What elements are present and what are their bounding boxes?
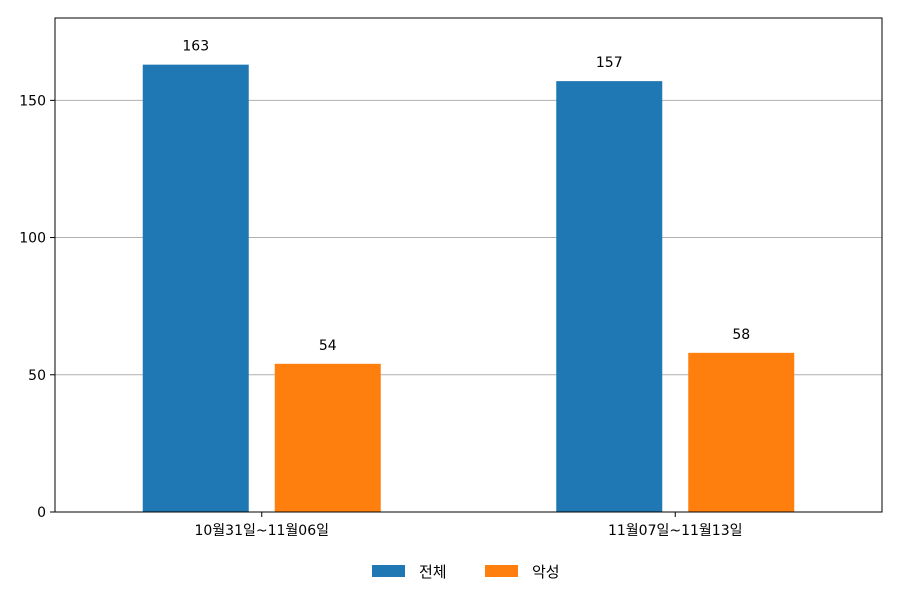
bar-malicious: [688, 352, 795, 512]
legend: 전체 악성: [372, 563, 560, 581]
data-label: 54: [319, 338, 337, 354]
y-tick-label: 150: [19, 93, 46, 109]
legend-label: 전체: [419, 563, 447, 581]
data-label: 163: [182, 39, 209, 55]
legend-swatch: [372, 565, 405, 577]
y-tick-label: 100: [19, 231, 46, 247]
bar-malicious: [274, 363, 381, 512]
bar-total: [556, 81, 663, 512]
bar-total: [142, 64, 249, 513]
x-axis: 10월31일~11월06일 11월07일~11월13일: [194, 512, 743, 539]
y-tick-label: 0: [37, 505, 46, 521]
data-label: 58: [732, 327, 750, 343]
y-axis: 0 50 100 150: [19, 93, 55, 521]
y-tick-label: 50: [28, 368, 46, 384]
x-tick-label: 11월07일~11월13일: [608, 523, 743, 539]
plot-frame: [54, 17, 883, 513]
bars: [142, 64, 795, 513]
legend-label: 악성: [532, 563, 560, 581]
data-labels: 163 54 157 58: [182, 39, 750, 354]
legend-swatch: [485, 565, 518, 577]
x-tick-label: 10월31일~11월06일: [194, 523, 329, 539]
data-label: 157: [596, 55, 623, 71]
